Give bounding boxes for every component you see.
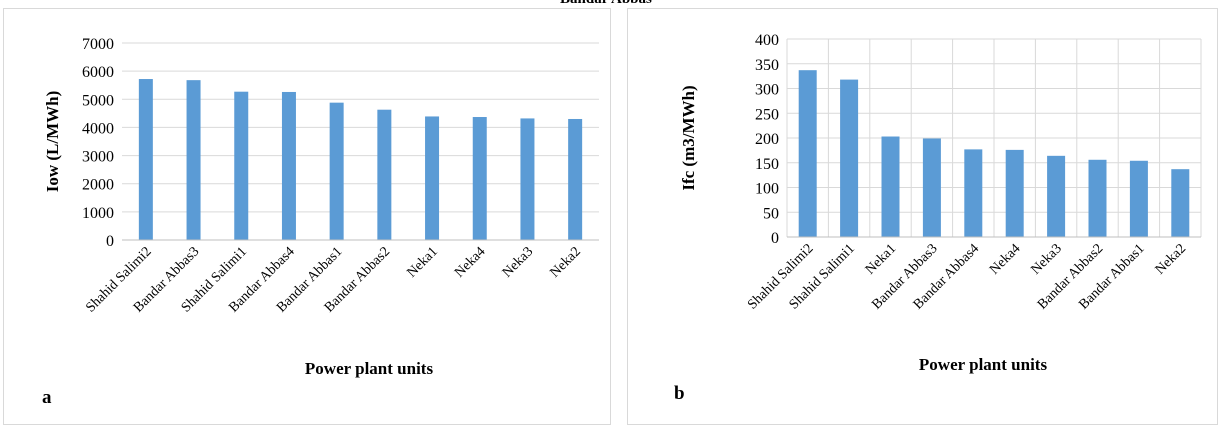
y-tick-label: 2000: [82, 177, 114, 194]
y-tick-label: 4000: [82, 120, 114, 137]
x-axis-title: Power plant units: [305, 359, 434, 378]
bar: [377, 109, 392, 240]
y-tick-label: 3000: [82, 149, 114, 166]
bar: [329, 102, 344, 240]
x-category-label: Neka4: [987, 241, 1023, 277]
x-category-label: Neka2: [548, 244, 584, 280]
bar: [186, 80, 201, 240]
x-category-label: Neka1: [863, 241, 899, 277]
bar: [520, 118, 535, 240]
bar: [881, 136, 900, 237]
bar: [281, 91, 296, 241]
bar: [138, 79, 153, 240]
bar: [234, 91, 249, 241]
x-category-label: Neka3: [500, 244, 536, 280]
bar: [922, 138, 941, 237]
bar: [1005, 149, 1024, 237]
bar: [1047, 155, 1066, 237]
panel-label-a: a: [42, 387, 52, 408]
y-tick-label: 7000: [82, 36, 114, 53]
y-tick-label: 50: [763, 205, 779, 222]
y-tick-label: 5000: [82, 92, 114, 109]
x-category-label: Neka1: [404, 244, 440, 280]
cropped-top-heading: Bandar Abbas: [0, 0, 1221, 8]
y-tick-label: 350: [755, 57, 779, 74]
x-axis-title: Power plant units: [919, 355, 1048, 374]
bar: [840, 79, 859, 237]
panel-label-b: b: [674, 383, 685, 404]
y-tick-label: 200: [755, 131, 779, 148]
y-axis-title: Ifc (m3/MWh): [679, 85, 698, 190]
x-category-label: Neka4: [452, 244, 488, 280]
y-tick-label: 0: [106, 233, 114, 250]
bar: [1088, 159, 1107, 237]
y-tick-label: 250: [755, 106, 779, 123]
bar: [964, 149, 983, 237]
bar: [1129, 160, 1148, 237]
y-axis-title: Iow (L/MWh): [43, 91, 62, 193]
chart-panel-b: 0 50 100 150 200 250 300 350 400 Shahid Salimi2 Sh…: [627, 8, 1218, 425]
y-tick-label: 0: [771, 230, 779, 247]
bar: [1171, 169, 1190, 237]
y-tick-label: 400: [755, 32, 779, 49]
bar: [472, 117, 487, 240]
bar: [798, 70, 817, 237]
y-tick-label: 150: [755, 156, 779, 173]
y-tick-label: 100: [755, 181, 779, 198]
y-tick-label: 6000: [82, 64, 114, 81]
chart-panel-a: 0 1000 2000 3000 4000 5000 6000 7000 Shahid Sali…: [3, 8, 611, 425]
cropped-top-text: Bandar Abbas: [560, 0, 652, 8]
bar: [568, 118, 583, 240]
y-tick-label: 1000: [82, 205, 114, 222]
bar: [425, 116, 440, 240]
x-category-label: Neka2: [1153, 241, 1189, 277]
y-tick-label: 300: [755, 82, 779, 99]
x-category-label: Neka3: [1028, 241, 1064, 277]
